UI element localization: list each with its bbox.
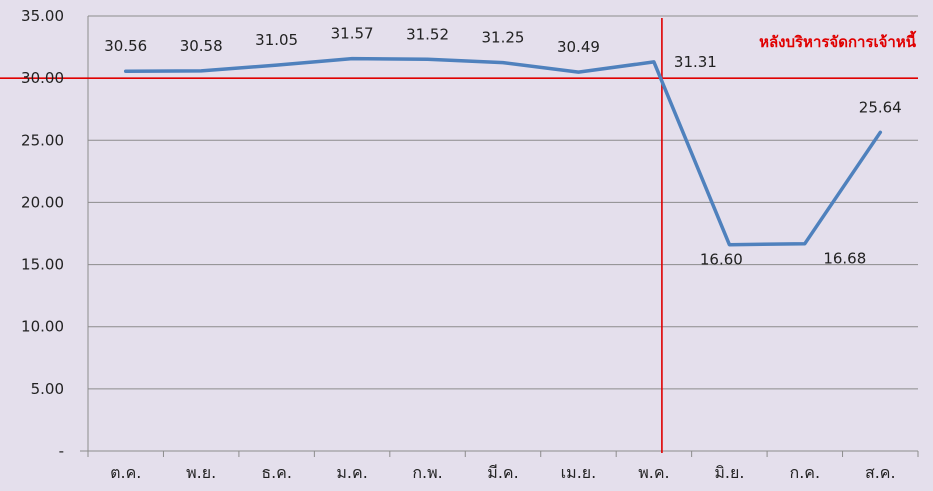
x-tick-label-8: มิ.ย. [714,463,744,482]
axes [80,16,919,457]
data-label-6: 30.49 [557,38,600,56]
x-tick-label-4: ก.พ. [412,463,442,482]
x-tick-label-6: เม.ย. [561,463,597,482]
y-tick-label-1: 5.00 [31,380,64,398]
x-tick-label-5: มี.ค. [487,463,518,482]
data-label-0: 30.56 [104,37,147,55]
reference-lines [0,18,918,453]
x-ticks: ต.ค. พ.ย. ธ.ค. ม.ค. ก.พ. มี.ค. เม.ย. พ.ค. มิ.ย. ก… [110,463,895,482]
data-label-2: 31.05 [255,31,298,49]
y-tick-label-2: 10.00 [21,318,64,336]
y-ticks: - 5.00 10.00 15.00 20.00 25.00 30.00 35.00 [21,7,64,460]
data-label-8: 16.60 [700,251,743,269]
y-tick-label-7: 35.00 [21,7,64,25]
data-label-3: 31.57 [331,25,374,43]
x-tick-label-3: ม.ค. [336,463,367,482]
gridlines [88,15,918,390]
y-tick-label-6: 30.00 [21,69,64,87]
x-tick-label-0: ต.ค. [110,463,141,482]
x-tick-label-7: พ.ค. [638,463,669,482]
data-labels: 30.56 30.58 31.05 31.57 31.52 31.25 30.49 31.31… [104,25,901,269]
y-tick-label-0: - [59,442,64,460]
data-label-9: 16.68 [823,250,866,268]
y-tick-label-5: 25.00 [21,131,64,149]
data-label-10: 25.64 [859,98,902,116]
data-label-1: 30.58 [180,37,223,55]
x-tick-label-2: ธ.ค. [261,463,292,482]
x-tick-label-1: พ.ย. [186,463,216,482]
data-label-5: 31.25 [482,29,525,47]
x-tick-label-10: ส.ค. [865,463,896,482]
x-tick-label-9: ก.ค. [790,463,821,482]
series-line [123,56,883,247]
y-tick-label-4: 20.00 [21,193,64,211]
data-label-4: 31.52 [406,25,449,43]
data-label-7: 31.31 [674,53,717,71]
series [123,56,883,247]
annotation-label: หลังบริหารจัดการเจ้าหนี้ [759,30,917,51]
y-tick-label-3: 15.00 [21,256,64,274]
